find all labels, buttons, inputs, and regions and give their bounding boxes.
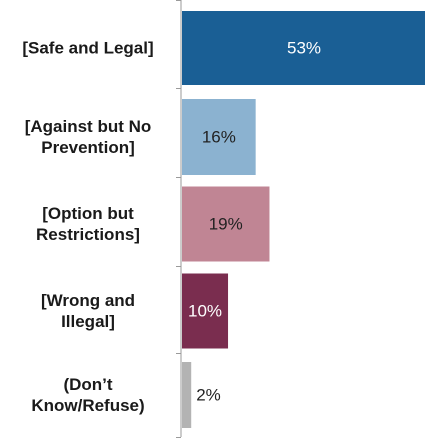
category-label: [Against but No Prevention] <box>25 117 152 157</box>
data-label: 53% <box>287 39 321 58</box>
category-label-line: [Safe and Legal] <box>22 39 153 58</box>
category-label-line: Know/Refuse) <box>31 396 144 415</box>
category-label-line: [Against but No <box>25 117 152 136</box>
bar <box>182 99 256 175</box>
category-label-line: Restrictions] <box>36 225 140 244</box>
bar <box>182 273 229 349</box>
category-label-line: Illegal] <box>61 312 115 331</box>
bar <box>182 362 192 428</box>
category-label: (Don’t Know/Refuse) <box>31 375 144 415</box>
category-label: [Option but Restrictions] <box>36 204 140 244</box>
category-label: [Safe and Legal] <box>22 39 153 58</box>
data-label: 19% <box>209 215 243 234</box>
category-label-line: [Option but <box>42 204 134 223</box>
category-label-line: (Don’t <box>63 375 112 394</box>
data-label: 2% <box>196 386 221 405</box>
data-label: 16% <box>202 128 236 147</box>
bar <box>182 11 425 85</box>
category-label: [Wrong and Illegal] <box>41 291 135 331</box>
category-label-line: Prevention] <box>41 138 135 157</box>
data-label: 10% <box>188 302 222 321</box>
bar <box>182 186 270 262</box>
category-label-line: [Wrong and <box>41 291 135 310</box>
